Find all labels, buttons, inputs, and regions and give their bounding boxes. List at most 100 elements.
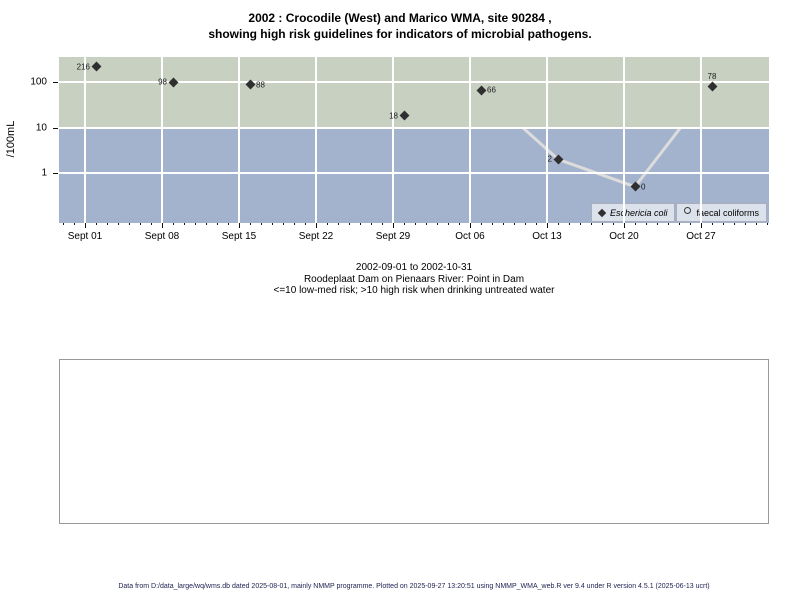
x-axis-minor-tick <box>525 223 526 225</box>
x-axis-tick <box>162 223 163 228</box>
x-axis-label: Oct 20 <box>609 231 639 242</box>
x-axis-tick <box>547 223 548 228</box>
x-axis-minor-tick <box>96 223 97 225</box>
x-axis-tick <box>239 223 240 228</box>
x-gridline <box>238 57 240 223</box>
x-axis-tick <box>701 223 702 228</box>
x-axis-tick <box>470 223 471 228</box>
data-point-label: 216 <box>76 62 90 72</box>
empty-panel <box>59 359 769 524</box>
x-axis-minor-tick <box>723 223 724 225</box>
x-axis-minor-tick <box>217 223 218 225</box>
data-point-label: 2 <box>547 154 552 164</box>
x-axis-minor-tick <box>129 223 130 225</box>
filled-diamond-icon <box>597 208 607 217</box>
x-axis-minor-tick <box>305 223 306 225</box>
x-axis-minor-tick <box>756 223 757 225</box>
x-axis-minor-tick <box>580 223 581 225</box>
y-axis-tick <box>53 82 58 83</box>
x-axis-minor-tick <box>250 223 251 225</box>
chart-title: 2002 : Crocodile (West) and Marico WMA, … <box>0 10 800 42</box>
x-axis-minor-tick <box>382 223 383 225</box>
x-gridline <box>392 57 394 223</box>
x-gridline <box>469 57 471 223</box>
x-axis-minor-tick <box>107 223 108 225</box>
x-axis-minor-tick <box>195 223 196 225</box>
x-axis-label: Sept 08 <box>144 231 180 242</box>
x-axis-minor-tick <box>415 223 416 225</box>
x-axis-minor-tick <box>404 223 405 225</box>
legend: Eschericia coli faecal coliforms <box>590 203 767 222</box>
x-axis-minor-tick <box>349 223 350 225</box>
caption-date-range: 2002-09-01 to 2002-10-31 <box>355 262 473 273</box>
x-axis-minor-tick <box>206 223 207 225</box>
y-gridline <box>59 172 769 174</box>
x-axis-label: Sept 15 <box>221 231 257 242</box>
x-axis: Sept 01 Sept 08 Sept 15 Sept 22 Sept 29 Oct 0… <box>59 223 771 249</box>
x-axis-label: Sept 29 <box>375 231 411 242</box>
data-point-label: 18 <box>389 111 398 121</box>
x-axis-minor-tick <box>228 223 229 225</box>
x-axis-minor-tick <box>448 223 449 225</box>
chart-title-line1: 2002 : Crocodile (West) and Marico WMA, … <box>248 11 552 25</box>
x-axis-minor-tick <box>734 223 735 225</box>
legend-item-faecal-coliforms: faecal coliforms <box>676 203 767 222</box>
x-axis-minor-tick <box>151 223 152 225</box>
legend-label: faecal coliforms <box>696 207 759 218</box>
y-axis: 100 10 1 <box>0 57 59 223</box>
y-axis-tick <box>53 127 58 129</box>
x-axis-minor-tick <box>327 223 328 225</box>
x-axis-minor-tick <box>459 223 460 225</box>
x-axis-minor-tick <box>118 223 119 225</box>
chart-title-line2: showing high risk guidelines for indicat… <box>208 27 592 41</box>
x-axis-minor-tick <box>492 223 493 225</box>
x-axis-minor-tick <box>690 223 691 225</box>
x-axis-tick <box>393 223 394 228</box>
x-axis-minor-tick <box>184 223 185 225</box>
x-axis-minor-tick <box>569 223 570 225</box>
x-axis-minor-tick <box>679 223 680 225</box>
x-axis-minor-tick <box>371 223 372 225</box>
x-axis-label: Sept 01 <box>67 231 103 242</box>
x-axis-minor-tick <box>338 223 339 225</box>
x-axis-minor-tick <box>591 223 592 225</box>
x-axis-minor-tick <box>481 223 482 225</box>
x-axis-label: Oct 06 <box>455 231 485 242</box>
x-gridline <box>161 57 163 223</box>
x-axis-tick <box>316 223 317 228</box>
x-axis-minor-tick <box>426 223 427 225</box>
data-point-label: 98 <box>158 77 167 87</box>
y-axis-label: 10 <box>35 122 47 133</box>
x-axis-minor-tick <box>437 223 438 225</box>
x-axis-minor-tick <box>360 223 361 225</box>
x-axis-tick <box>85 223 86 228</box>
x-axis-minor-tick <box>613 223 614 225</box>
caption-site-description: Roodeplaat Dam on Pienaars River: Point … <box>303 273 525 285</box>
x-axis-minor-tick <box>657 223 658 225</box>
data-point-label: 66 <box>487 85 496 95</box>
x-axis-label: Sept 22 <box>298 231 334 242</box>
x-axis-tick <box>624 223 625 228</box>
y-gridline <box>59 126 769 129</box>
x-gridline <box>700 57 702 223</box>
x-axis-minor-tick <box>173 223 174 225</box>
footer-note: Data from D:/data_large/wq/wms.db dated … <box>118 583 710 590</box>
x-axis-minor-tick <box>602 223 603 225</box>
x-axis-minor-tick <box>712 223 713 225</box>
x-axis-minor-tick <box>745 223 746 225</box>
x-axis-minor-tick <box>646 223 647 225</box>
y-axis-label: 1 <box>41 167 47 179</box>
x-gridline <box>84 57 86 223</box>
open-circle-icon <box>684 207 692 214</box>
x-gridline <box>315 57 317 223</box>
x-axis-minor-tick <box>503 223 504 225</box>
y-gridline <box>59 81 769 83</box>
caption-risk-note: <=10 low-med risk; >10 high risk when dr… <box>273 285 555 296</box>
caption: 2002-09-01 to 2002-10-31 Roodeplaat Dam … <box>59 262 769 297</box>
x-gridline <box>623 57 625 223</box>
plot-panel: Eschericia coli faecal coliforms 216 98 88… <box>59 57 769 223</box>
x-axis-minor-tick <box>635 223 636 225</box>
x-axis-minor-tick <box>536 223 537 225</box>
x-axis-minor-tick <box>261 223 262 225</box>
